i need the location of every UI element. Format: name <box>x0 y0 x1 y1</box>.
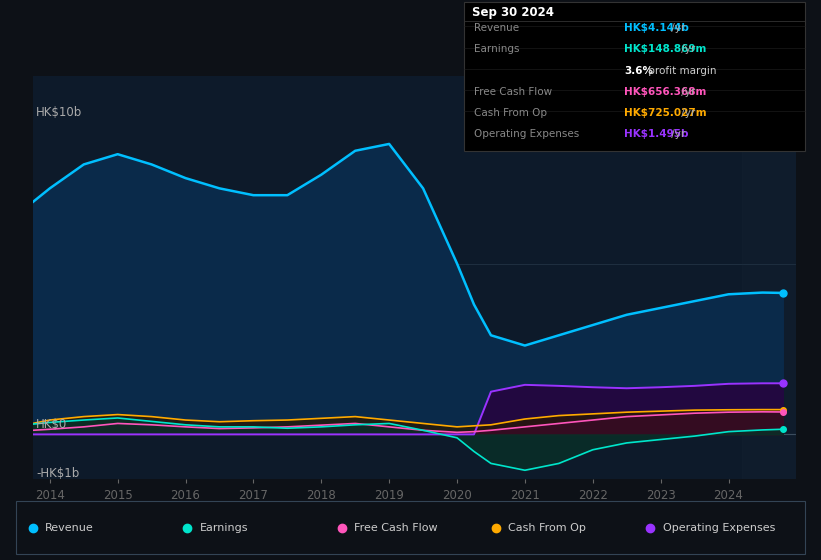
Text: HK$725.027m: HK$725.027m <box>624 108 707 118</box>
Text: profit margin: profit margin <box>644 66 716 76</box>
Text: HK$10b: HK$10b <box>36 106 82 119</box>
Text: Sep 30 2024: Sep 30 2024 <box>472 6 554 19</box>
Text: Earnings: Earnings <box>200 523 248 533</box>
Text: HK$1.495b: HK$1.495b <box>624 129 689 139</box>
Text: Cash From Op: Cash From Op <box>508 523 586 533</box>
Text: HK$4.144b: HK$4.144b <box>624 24 689 33</box>
Text: 3.6%: 3.6% <box>624 66 653 76</box>
Text: HK$656.368m: HK$656.368m <box>624 87 706 97</box>
Text: Earnings: Earnings <box>474 44 519 54</box>
Text: HK$0: HK$0 <box>36 418 67 431</box>
Text: Cash From Op: Cash From Op <box>474 108 547 118</box>
Text: Revenue: Revenue <box>474 24 519 33</box>
Text: Free Cash Flow: Free Cash Flow <box>474 87 552 97</box>
Text: /yr: /yr <box>678 44 695 54</box>
Text: Operating Expenses: Operating Expenses <box>474 129 579 139</box>
Text: Operating Expenses: Operating Expenses <box>663 523 775 533</box>
Text: Free Cash Flow: Free Cash Flow <box>354 523 438 533</box>
Text: /yr: /yr <box>668 129 686 139</box>
Text: HK$148.869m: HK$148.869m <box>624 44 706 54</box>
Text: -HK$1b: -HK$1b <box>36 467 80 480</box>
Text: /yr: /yr <box>678 108 695 118</box>
Text: Revenue: Revenue <box>45 523 94 533</box>
Bar <box>742 76 796 479</box>
Text: /yr: /yr <box>678 87 695 97</box>
Text: /yr: /yr <box>668 24 686 33</box>
